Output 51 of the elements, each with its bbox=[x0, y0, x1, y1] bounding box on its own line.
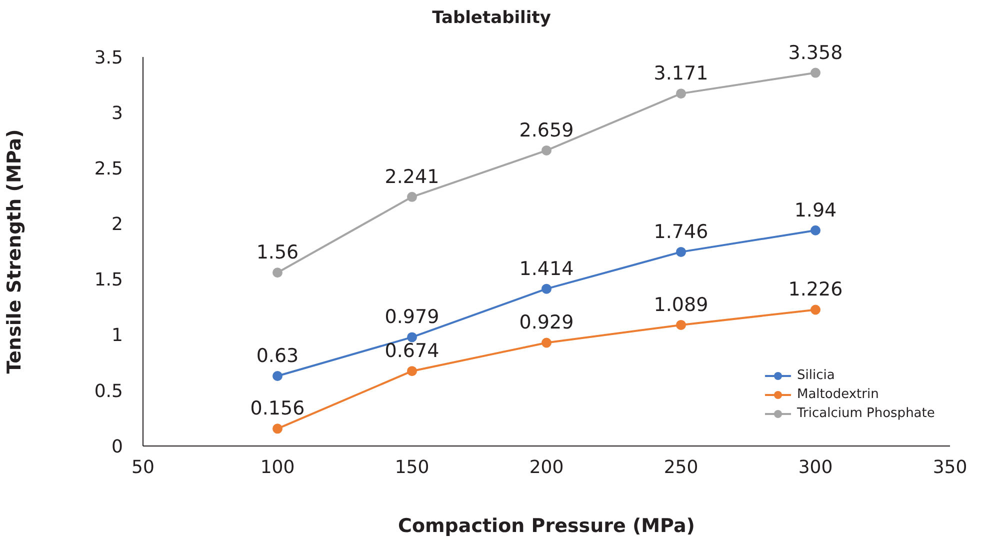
legend-label: Tricalcium Phosphate bbox=[797, 405, 935, 423]
point bbox=[407, 366, 417, 376]
x-tick-label: 100 bbox=[260, 456, 295, 478]
y-tick-label: 1 bbox=[112, 325, 123, 346]
x-tick-label: 350 bbox=[932, 456, 968, 478]
data-label: 3.171 bbox=[654, 62, 708, 85]
point bbox=[272, 370, 282, 381]
data-label: 2.659 bbox=[519, 119, 574, 142]
point bbox=[810, 304, 820, 315]
y-tick-label: 2 bbox=[112, 214, 123, 236]
data-label: 1.089 bbox=[654, 294, 708, 316]
data-label: 1.94 bbox=[794, 199, 837, 222]
data-label: 0.979 bbox=[384, 306, 440, 328]
point bbox=[676, 320, 686, 330]
point bbox=[542, 338, 552, 348]
y-tick-label: 0.5 bbox=[94, 380, 123, 402]
data-label: 3.358 bbox=[788, 42, 843, 64]
y-tick-label: 0 bbox=[112, 436, 123, 458]
data-label: 0.156 bbox=[250, 398, 305, 420]
y-tick-label: 3.5 bbox=[94, 47, 123, 68]
data-label: 1.414 bbox=[519, 258, 574, 280]
data-label: 0.929 bbox=[519, 312, 574, 334]
point bbox=[407, 192, 417, 202]
data-label: 1.226 bbox=[788, 278, 843, 301]
x-tick-label: 250 bbox=[664, 456, 698, 478]
point bbox=[407, 332, 417, 342]
y-tick-label: 2.5 bbox=[94, 158, 123, 180]
x-tick-label: 50 bbox=[132, 456, 154, 478]
y-axis-title: Tensile Strength (MPa) bbox=[4, 129, 26, 374]
legend-label: Maltodextrin bbox=[797, 386, 879, 404]
x-tick-label: 200 bbox=[529, 456, 564, 478]
x-tick-label: 150 bbox=[394, 456, 430, 478]
chart-title: Tabletability bbox=[431, 8, 552, 28]
x-tick-label: 300 bbox=[798, 456, 833, 478]
data-label: 1.746 bbox=[654, 220, 708, 243]
y-tick-label: 1.5 bbox=[94, 270, 123, 291]
x-axis-title: Compaction Pressure (MPa) bbox=[398, 515, 695, 537]
data-label: 0.674 bbox=[384, 340, 440, 362]
point bbox=[542, 284, 552, 294]
point bbox=[272, 424, 282, 434]
point bbox=[810, 68, 820, 78]
point bbox=[676, 88, 686, 99]
point bbox=[542, 145, 552, 156]
data-label: 2.241 bbox=[384, 166, 440, 188]
point bbox=[810, 225, 820, 236]
data-label: 1.56 bbox=[256, 242, 299, 264]
y-tick-label: 3 bbox=[112, 102, 123, 124]
data-label: 0.63 bbox=[256, 344, 299, 367]
point bbox=[272, 268, 282, 278]
point bbox=[676, 246, 686, 257]
legend-label: Silicia bbox=[797, 367, 835, 385]
